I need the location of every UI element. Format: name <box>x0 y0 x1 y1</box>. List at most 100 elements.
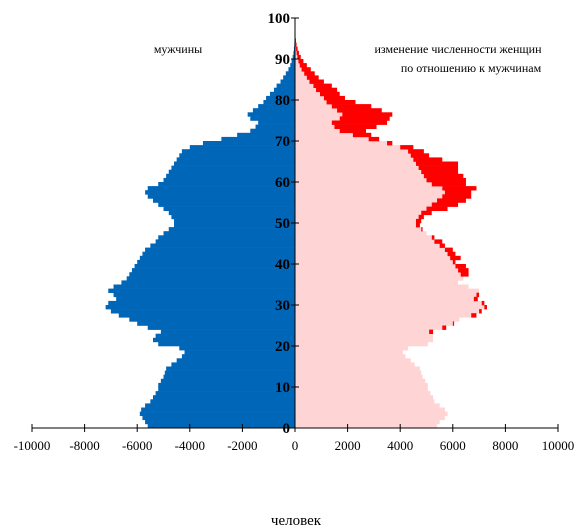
women-base-bars <box>295 13 485 429</box>
women-base-bar-age-41 <box>295 255 451 261</box>
men-bar-age-35 <box>121 280 295 285</box>
men-bar-age-10 <box>158 382 295 388</box>
men-bar-age-44 <box>150 243 295 248</box>
women-excess-bar-age-56 <box>442 194 472 199</box>
women-base-bar-age-5 <box>295 403 440 408</box>
men-bar-age-82 <box>273 87 295 93</box>
women-excess-bar-age-51 <box>418 214 424 220</box>
women-base-bar-age-82 <box>295 87 317 93</box>
women-base-bar-age-53 <box>295 206 427 211</box>
women-base-bar-age-83 <box>295 83 314 88</box>
women-excess-bar-age-25 <box>452 321 455 326</box>
women-base-bar-age-23 <box>295 329 430 334</box>
women-base-bar-age-80 <box>295 95 324 101</box>
y-tick-label: 0 <box>283 421 291 437</box>
men-bar-age-40 <box>137 259 295 265</box>
men-bar-age-17 <box>181 354 295 359</box>
tick-labels: -10000 -8000 -6000 -4000 -2000 0 2000 4000 6000 8… <box>14 11 575 453</box>
women-base-bar-age-9 <box>295 387 428 392</box>
men-bar-age-84 <box>280 79 295 84</box>
men-bar-age-85 <box>283 75 295 80</box>
women-base-bar-age-79 <box>295 100 327 105</box>
women-base-bar-age-50 <box>295 218 416 224</box>
women-excess-bar-age-39 <box>455 264 466 269</box>
men-bar-age-53 <box>163 206 295 211</box>
women-base-bar-age-40 <box>295 259 453 265</box>
women-excess-bar-age-87 <box>301 67 311 72</box>
women-excess-bar-age-78 <box>331 104 372 109</box>
women-base-bar-age-71 <box>295 132 353 138</box>
men-bar-age-16 <box>176 358 295 363</box>
men-bar-age-54 <box>158 202 295 207</box>
y-tick-label: 90 <box>275 52 290 68</box>
men-bar-age-1 <box>145 419 295 425</box>
men-bar-age-75 <box>250 116 295 121</box>
men-bar-age-61 <box>166 173 295 179</box>
women-excess-bar-age-76 <box>342 112 393 117</box>
men-bar-age-86 <box>285 71 295 76</box>
y-tick-label: 60 <box>275 175 290 191</box>
women-excess-bar-age-49 <box>415 223 420 228</box>
women-excess-bar-age-29 <box>484 305 487 310</box>
y-tick-label: 10 <box>275 380 290 396</box>
men-bar-age-64 <box>174 161 295 166</box>
women-excess-bar-age-81 <box>319 91 340 97</box>
men-bar-age-25 <box>137 321 295 326</box>
women-excess-bar-age-88 <box>299 63 307 68</box>
men-bar-age-45 <box>155 239 295 244</box>
men-bar-age-36 <box>126 276 296 281</box>
women-base-bar-age-7 <box>295 395 434 400</box>
men-bar-age-77 <box>252 108 295 113</box>
men-bar-age-66 <box>179 153 295 158</box>
women-excess-bar-age-94 <box>295 38 296 43</box>
men-bar-age-65 <box>176 157 295 162</box>
women-base-bar-age-43 <box>295 247 445 252</box>
women-base-bar-age-58 <box>295 186 443 191</box>
women-excess-bar-age-63 <box>418 165 459 170</box>
women-excess-bar-age-24 <box>442 325 447 330</box>
women-excess-bar-age-54 <box>431 202 459 207</box>
women-base-bar-age-77 <box>295 108 338 113</box>
men-bar-age-76 <box>247 112 295 117</box>
men-bar-age-81 <box>270 91 295 97</box>
men-bar-age-15 <box>171 362 295 367</box>
y-tick-label: 100 <box>268 11 291 27</box>
women-base-bar-age-92 <box>295 46 297 52</box>
women-excess-bar-age-82 <box>316 87 338 93</box>
men-bar-age-59 <box>158 182 295 187</box>
men-bar-age-58 <box>147 186 295 191</box>
axes <box>31 17 559 432</box>
women-excess-bar-age-69 <box>387 141 393 146</box>
x-tick-label: -2000 <box>227 438 257 453</box>
women-base-bar-age-47 <box>295 231 427 236</box>
y-tick-label: 80 <box>275 93 290 109</box>
women-base-bar-age-18 <box>295 350 403 355</box>
men-bar-age-46 <box>158 235 295 240</box>
women-base-bar-age-13 <box>295 370 422 375</box>
women-excess-bar-age-57 <box>444 190 472 195</box>
men-bar-age-6 <box>150 399 295 404</box>
women-base-bar-age-81 <box>295 91 320 97</box>
x-tick-label: 2000 <box>335 438 361 453</box>
men-bar-age-50 <box>174 218 295 224</box>
women-excess-bar-age-46 <box>431 235 435 240</box>
women-excess-bar-age-48 <box>421 227 423 232</box>
women-base-bar-age-49 <box>295 223 416 228</box>
women-base-bar-age-16 <box>295 358 411 363</box>
y-tick-label: 50 <box>275 216 290 232</box>
women-base-bar-age-32 <box>295 292 477 298</box>
x-axis-title: человек <box>271 513 322 529</box>
men-bar-age-5 <box>145 403 295 408</box>
men-bar-age-49 <box>174 223 295 228</box>
women-base-bar-age-20 <box>295 341 428 347</box>
women-base-bar-age-44 <box>295 243 440 248</box>
x-tick-label: 10000 <box>542 438 575 453</box>
x-tick-label: -8000 <box>69 438 99 453</box>
women-excess-bar-age-60 <box>426 177 466 183</box>
men-bar-age-56 <box>147 194 295 199</box>
men-bar-age-92 <box>293 46 295 52</box>
women-difference-label-line1: изменение численности женщин <box>374 42 542 56</box>
men-bar-age-0 <box>147 423 295 429</box>
women-base-bar-age-46 <box>295 235 432 240</box>
men-bar-age-71 <box>237 132 295 138</box>
